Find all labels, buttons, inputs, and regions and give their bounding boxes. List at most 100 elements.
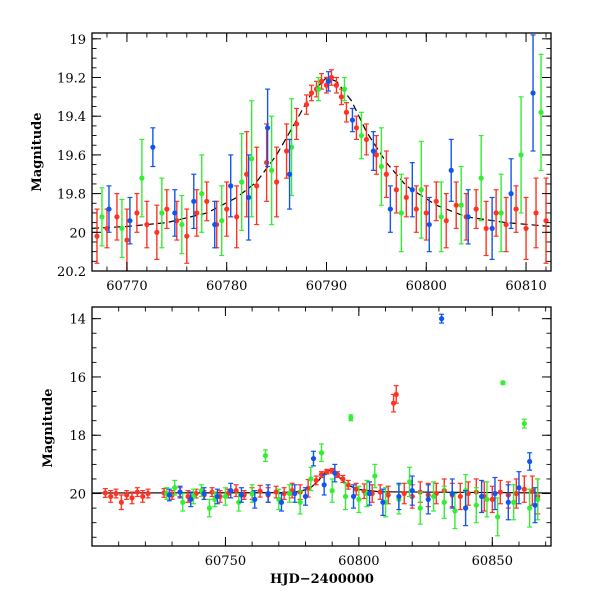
marker xyxy=(380,499,386,505)
red-data-point xyxy=(185,490,191,503)
blue-data-point xyxy=(106,185,112,233)
blue-data-point xyxy=(188,491,194,508)
red-data-point xyxy=(373,134,379,175)
marker xyxy=(373,152,379,158)
x-tick-label: 60780 xyxy=(206,279,247,294)
marker xyxy=(199,191,205,197)
green-data-point xyxy=(484,481,490,518)
marker xyxy=(269,167,275,173)
marker xyxy=(140,493,146,500)
top-panel-ticks: 60770 60780 60790 60800 60810 19 19.2 19.4 19.6 1… xyxy=(57,33,551,294)
blue-data-point xyxy=(505,484,511,521)
blue-data-point xyxy=(212,200,218,249)
marker xyxy=(265,490,271,497)
marker xyxy=(340,476,346,482)
red-data-point xyxy=(305,478,311,498)
marker xyxy=(252,496,258,502)
green-data-point xyxy=(269,115,275,226)
green-data-point xyxy=(535,478,541,521)
marker xyxy=(356,496,362,502)
x-tick-label: 60770 xyxy=(106,279,147,294)
marker xyxy=(318,471,325,478)
green-data-point xyxy=(239,133,245,231)
y-tick-label: 19.2 xyxy=(57,72,86,87)
blue-data-point xyxy=(332,463,338,483)
blue-data-point xyxy=(492,476,498,511)
marker xyxy=(246,194,252,201)
green-data-point xyxy=(99,187,105,247)
marker xyxy=(329,488,335,494)
blue-data-point xyxy=(370,131,376,171)
marker xyxy=(498,210,504,216)
y-tick-label: 14 xyxy=(69,313,86,328)
marker xyxy=(441,499,447,505)
marker xyxy=(353,486,359,492)
marker xyxy=(144,221,150,228)
marker xyxy=(341,86,348,92)
x-tick-label: 60850 xyxy=(472,554,513,569)
green-data-point xyxy=(473,487,479,524)
marker xyxy=(465,214,471,220)
green-data-point xyxy=(199,154,205,233)
red-data-point xyxy=(273,485,279,499)
marker xyxy=(180,499,186,505)
marker xyxy=(315,86,322,92)
marker xyxy=(150,144,156,150)
red-data-point xyxy=(543,177,549,264)
red-data-point xyxy=(113,488,119,499)
blue-data-point xyxy=(172,189,178,237)
green-data-point xyxy=(417,491,423,525)
marker xyxy=(305,485,311,491)
green-data-point xyxy=(356,485,362,514)
marker xyxy=(333,82,340,88)
marker xyxy=(201,490,207,497)
marker xyxy=(324,469,330,475)
marker xyxy=(338,94,345,100)
marker xyxy=(479,493,485,500)
marker xyxy=(281,490,287,497)
blue-data-point xyxy=(465,189,471,245)
green-data-point xyxy=(286,484,293,503)
marker xyxy=(403,194,409,201)
blue-data-point xyxy=(321,473,327,496)
marker xyxy=(538,109,544,115)
x-tick-label: 60790 xyxy=(306,279,347,294)
red-data-point xyxy=(363,123,370,156)
red-data-point xyxy=(345,479,351,490)
red-data-point xyxy=(94,208,100,264)
marker xyxy=(353,125,360,131)
marker xyxy=(283,148,290,154)
marker xyxy=(236,499,242,505)
green-data-point xyxy=(308,466,314,492)
x-tick-label: 60800 xyxy=(338,554,379,569)
marker xyxy=(99,214,105,220)
marker xyxy=(527,505,533,511)
red-data-point xyxy=(465,481,471,506)
red-data-point xyxy=(145,488,151,499)
blue-data-point xyxy=(214,488,221,505)
marker xyxy=(449,490,455,497)
marker xyxy=(106,206,112,212)
blue-data-point xyxy=(150,127,156,168)
red-data-point xyxy=(377,484,383,500)
blue-data-point xyxy=(425,484,431,515)
marker xyxy=(228,183,234,189)
marker xyxy=(383,171,389,177)
marker xyxy=(172,210,178,216)
green-data-point xyxy=(478,134,484,222)
red-data-point xyxy=(233,484,239,498)
red-data-point xyxy=(264,123,270,202)
blue-data-point xyxy=(302,487,309,506)
blue-data-point xyxy=(438,313,445,324)
y-tick-label: 20.2 xyxy=(57,265,86,280)
marker xyxy=(473,206,479,212)
top-y-axis-title: Magnitude xyxy=(30,112,45,191)
red-data-point xyxy=(257,484,263,498)
green-data-point xyxy=(518,96,524,214)
marker xyxy=(224,206,230,212)
green-data-point xyxy=(358,111,365,160)
marker xyxy=(332,470,338,476)
marker xyxy=(505,499,511,505)
green-data-point xyxy=(348,414,354,422)
